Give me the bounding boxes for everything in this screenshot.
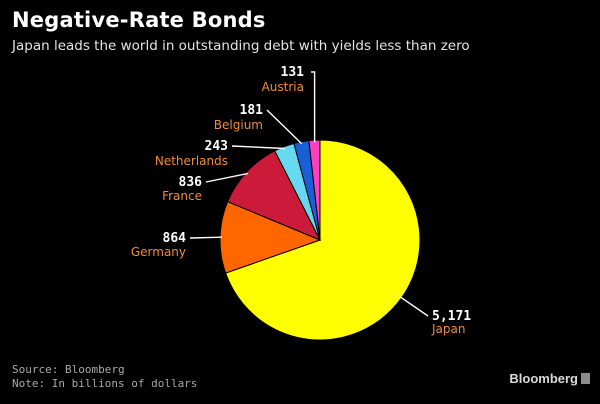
- leader-line-austria: [311, 71, 316, 143]
- value-label-germany: 864: [163, 231, 187, 246]
- bloomberg-mark-icon: [581, 373, 590, 384]
- leader-line-japan: [399, 296, 429, 317]
- category-label-japan: Japan: [431, 322, 465, 336]
- category-label-france: France: [162, 189, 202, 203]
- chart-title: Negative-Rate Bonds: [12, 8, 266, 32]
- leader-line-belgium: [266, 109, 303, 145]
- value-label-belgium: 181: [240, 103, 264, 118]
- leader-line-germany: [189, 236, 223, 239]
- leader-line-france: [205, 172, 249, 183]
- value-label-netherlands: 243: [205, 139, 228, 154]
- pie-slice-france: [227, 150, 322, 241]
- value-label-japan: 5,171: [432, 309, 471, 324]
- category-label-austria: Austria: [262, 80, 304, 94]
- brand-label: Bloomberg: [509, 371, 578, 386]
- value-label-france: 836: [179, 175, 203, 190]
- category-label-netherlands: Netherlands: [155, 154, 228, 168]
- value-label-austria: 131: [281, 65, 305, 80]
- source-note: Source: Bloomberg: [12, 363, 125, 376]
- leader-line-netherlands: [231, 145, 285, 150]
- category-label-belgium: Belgium: [214, 118, 263, 132]
- unit-note: Note: In billions of dollars: [12, 377, 198, 390]
- bloomberg-logo: Bloomberg: [509, 371, 590, 386]
- chart-subtitle: Japan leads the world in outstanding deb…: [12, 38, 470, 54]
- category-label-germany: Germany: [131, 245, 186, 259]
